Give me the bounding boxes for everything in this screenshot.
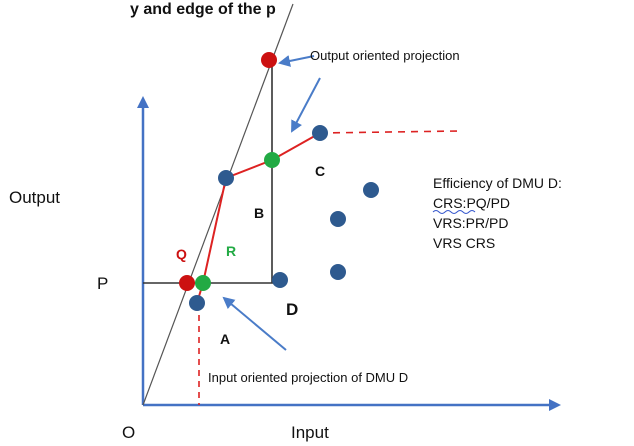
crs-frontier-line [142, 3, 294, 406]
x-axis-label: Input [291, 423, 329, 442]
efficiency-crs: CRS:PQ/PD [433, 195, 510, 211]
crs-squiggle-underline [432, 210, 476, 214]
label-c: C [315, 163, 325, 179]
dmu-point-4 [363, 182, 379, 198]
label-d: D [286, 300, 298, 319]
efficiency-title: Efficiency of DMU D: [433, 175, 562, 191]
output-arrow-1 [278, 55, 315, 67]
dmu-point-5 [330, 211, 346, 227]
dmu-point-1 [218, 170, 234, 186]
input-vrs-projection-point-r [195, 275, 211, 291]
output-vrs-projection-point [264, 152, 280, 168]
input-crs-projection-point-q [179, 275, 195, 291]
output-crs-projection-point [261, 52, 277, 68]
y-axis-label: Output [9, 188, 60, 207]
dmu-point-a [189, 295, 205, 311]
label-p: P [97, 274, 108, 293]
header-fragment: y and edge of the p [130, 1, 276, 18]
label-a: A [220, 331, 230, 347]
label-b: B [254, 205, 264, 221]
dmu-point-c [312, 125, 328, 141]
input-projection-note: Input oriented projection of DMU D [208, 370, 408, 385]
label-q: Q [176, 246, 187, 262]
dmu-point-d [272, 272, 288, 288]
vrs-frontier-extension [319, 130, 459, 134]
output-projection-note: Output oriented projection [310, 48, 460, 63]
efficiency-compare: VRS CRS [433, 235, 495, 251]
origin-label: O [122, 423, 135, 442]
efficiency-vrs: VRS:PR/PD [433, 215, 508, 231]
label-r: R [226, 243, 236, 259]
dmu-point-6 [330, 264, 346, 280]
input-arrow [222, 296, 287, 351]
output-arrow-2 [291, 77, 321, 133]
